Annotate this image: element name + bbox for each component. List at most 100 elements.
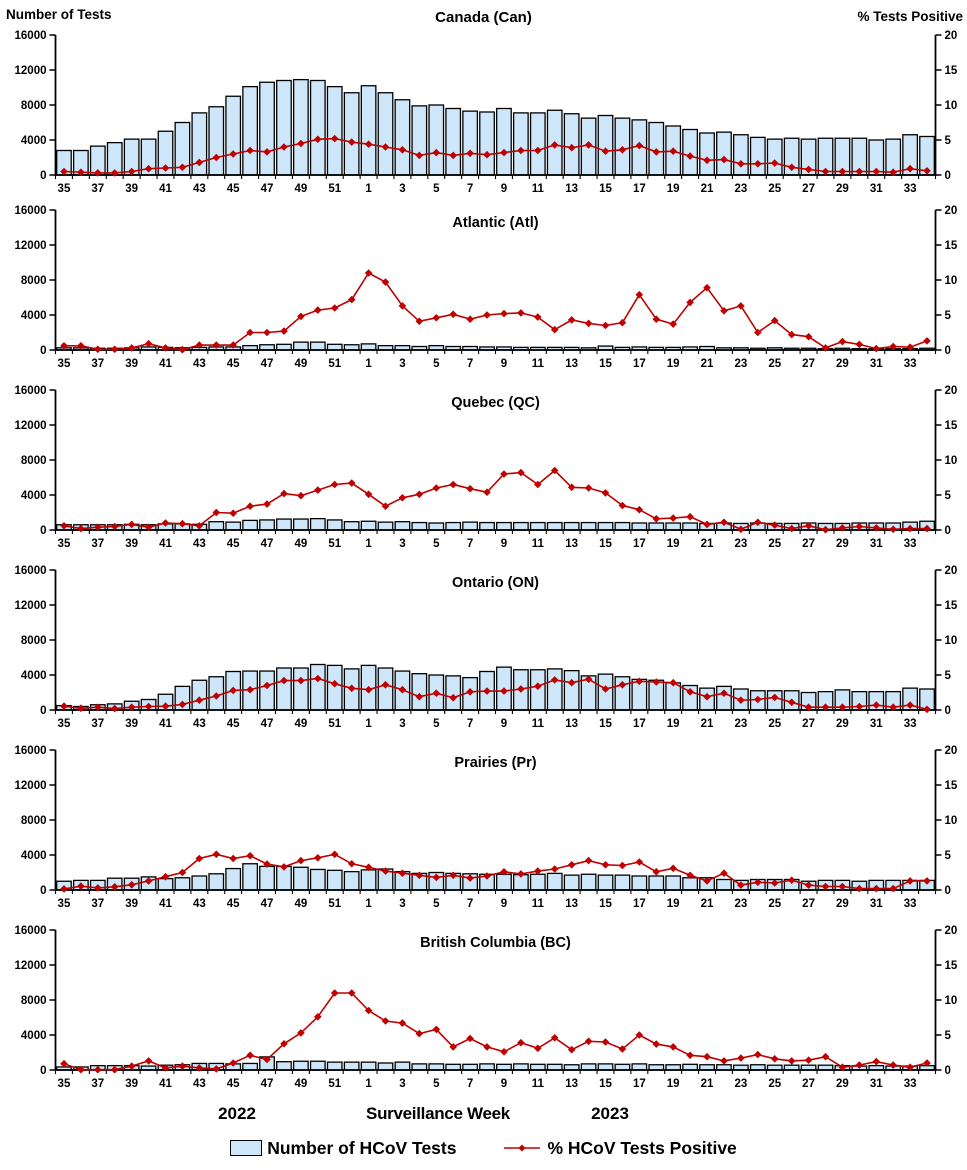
right-tick-label: 15 xyxy=(945,65,958,77)
x-tick-label: 33 xyxy=(904,538,917,550)
pct-positive-marker xyxy=(60,522,68,530)
left-tick-label: 16000 xyxy=(15,745,47,757)
pct-positive-marker xyxy=(889,703,897,711)
bar xyxy=(614,521,631,531)
x-tick-label: 35 xyxy=(58,1078,71,1090)
line-legend-label: % HCoV Tests Positive xyxy=(547,1137,737,1158)
left-tick-label: 0 xyxy=(40,705,46,717)
x-tick-label: 25 xyxy=(768,358,781,370)
pct-positive-marker xyxy=(483,1043,491,1051)
pct-positive-marker xyxy=(195,696,204,704)
x-tick-label: 1 xyxy=(365,183,372,195)
x-tick-label: 47 xyxy=(261,1078,274,1090)
x-tick-label: 1 xyxy=(365,358,372,370)
pct-positive-marker xyxy=(720,1057,728,1065)
x-tick-label: 51 xyxy=(328,358,341,370)
bar xyxy=(428,104,445,176)
pct-positive-marker xyxy=(821,167,830,176)
bar xyxy=(597,521,614,531)
bar xyxy=(326,869,343,891)
x-tick-label: 49 xyxy=(294,358,307,370)
bar xyxy=(648,875,665,891)
left-tick-label: 0 xyxy=(40,170,46,182)
x-tick-label: 19 xyxy=(667,358,680,370)
pct-positive-marker xyxy=(889,342,897,351)
x-tick-label: 39 xyxy=(125,358,138,370)
pct-positive-marker xyxy=(754,695,762,704)
pct-positive-marker xyxy=(398,494,407,502)
pct-positive-marker xyxy=(872,1057,881,1066)
pct-positive-marker xyxy=(838,524,847,532)
x-tick-label: 11 xyxy=(532,718,545,730)
pct-positive-marker xyxy=(297,139,305,148)
pct-positive-marker xyxy=(398,869,407,877)
pct-positive-marker xyxy=(449,871,457,880)
pct-positive-marker xyxy=(246,851,254,860)
bar xyxy=(428,1063,445,1071)
pct-positive-marker xyxy=(94,345,102,354)
bar xyxy=(360,520,377,531)
pct-positive-marker xyxy=(144,523,153,531)
pct-positive-marker xyxy=(229,854,237,863)
pct-positive-marker xyxy=(144,877,153,885)
pct-positive-marker xyxy=(466,484,474,493)
pct-positive-marker xyxy=(618,861,627,870)
pct-positive-marker xyxy=(838,337,847,346)
figure-header: Number of Tests Canada (Can) % Tests Pos… xyxy=(0,0,967,30)
x-tick-label: 21 xyxy=(701,718,714,730)
pct-positive-marker xyxy=(821,525,830,534)
pct-positive-line xyxy=(63,677,928,711)
bar xyxy=(699,132,715,176)
pct-positive-marker xyxy=(855,1061,864,1069)
x-tick-label: 35 xyxy=(58,358,71,370)
year-2022-label: 2022 xyxy=(218,1104,256,1123)
bar xyxy=(191,875,208,891)
x-tick-label: 35 xyxy=(58,538,71,550)
pct-positive-marker xyxy=(669,678,677,687)
x-tick-label: 39 xyxy=(125,718,138,730)
x-tick-label: 31 xyxy=(870,718,883,730)
x-tick-label: 17 xyxy=(633,898,646,910)
pct-positive-marker xyxy=(635,677,644,686)
pct-positive-marker xyxy=(110,345,119,354)
pct-positive-marker xyxy=(330,480,339,489)
pct-positive-marker xyxy=(432,314,441,322)
pct-positive-marker xyxy=(770,316,779,325)
x-tick-label: 9 xyxy=(501,183,507,195)
pct-positive-marker xyxy=(449,1043,457,1051)
bar xyxy=(276,518,292,531)
pct-positive-marker xyxy=(770,521,779,529)
pct-positive-marker xyxy=(364,863,373,872)
x-tick-label: 27 xyxy=(802,538,815,550)
pct-positive-marker xyxy=(720,307,728,315)
pct-positive-marker xyxy=(923,337,931,345)
pct-positive-marker xyxy=(804,332,813,341)
pct-positive-marker xyxy=(923,877,931,885)
pct-positive-marker xyxy=(280,863,288,871)
pct-positive-marker xyxy=(601,685,610,693)
x-tick-label: 5 xyxy=(433,358,440,370)
pct-positive-marker xyxy=(534,682,542,690)
pct-positive-marker xyxy=(906,164,914,173)
x-tick-label: 29 xyxy=(836,183,849,195)
pct-positive-marker xyxy=(161,164,170,172)
bar xyxy=(732,134,749,176)
x-tick-label: 7 xyxy=(467,538,473,550)
pct-positive-marker xyxy=(872,167,881,176)
pct-positive-marker xyxy=(364,269,373,277)
bar xyxy=(665,875,682,891)
pct-positive-marker xyxy=(466,688,474,696)
bar xyxy=(225,867,242,891)
x-tick-label: 49 xyxy=(294,898,307,910)
right-tick-label: 5 xyxy=(945,135,952,147)
pct-positive-marker xyxy=(500,868,508,876)
pct-positive-marker xyxy=(263,328,271,337)
pct-positive-marker xyxy=(737,881,745,889)
bar xyxy=(360,1061,377,1071)
x-tick-label: 17 xyxy=(633,183,646,195)
bar xyxy=(343,521,360,531)
pct-positive-marker xyxy=(838,1063,847,1071)
pct-positive-marker xyxy=(906,524,914,533)
pct-positive-marker xyxy=(398,1019,407,1027)
bar xyxy=(716,878,732,891)
